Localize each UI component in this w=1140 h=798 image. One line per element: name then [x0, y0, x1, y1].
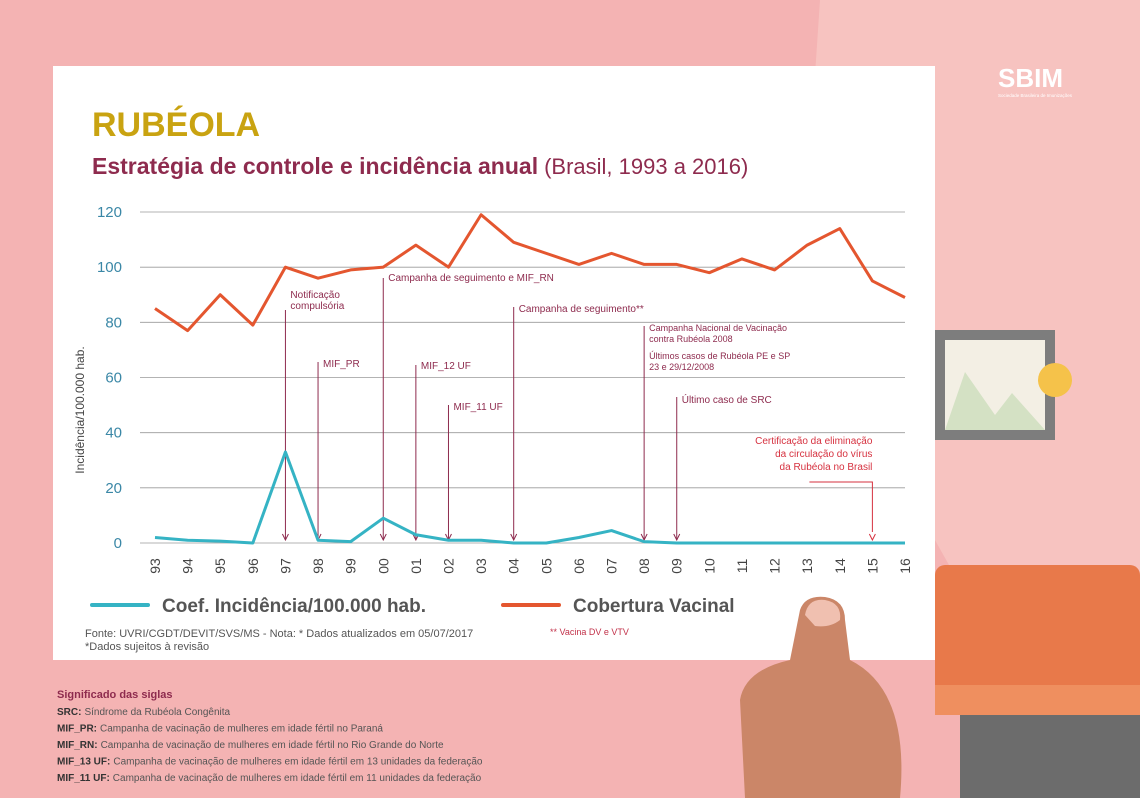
sofa-seat: [935, 685, 1140, 715]
annotation-text: compulsória: [290, 301, 344, 312]
annotation-text: Último caso de SRC: [682, 393, 772, 406]
glossary-item: MIF_11 UF: Campanha de vacinação de mulhe…: [57, 773, 482, 784]
glossary-item: MIF_PR: Campanha de vacinação de mulheres…: [57, 724, 383, 735]
x-tick-label: 02: [440, 558, 456, 574]
glossary-term: MIF_RN:: [57, 740, 98, 751]
sofa: [935, 565, 1140, 695]
picture-hills: [945, 372, 1045, 430]
logo-name: SBIM: [998, 63, 1063, 93]
x-tick-label: 98: [310, 558, 326, 574]
x-tick-label: 09: [669, 558, 685, 574]
annotation-text: 23 e 29/12/2008: [649, 362, 714, 372]
sofa-base: [960, 715, 1140, 798]
glossary-definition: Síndrome da Rubéola Congênita: [84, 707, 230, 718]
footnote: ** Vacina DV e VTV: [550, 627, 629, 637]
glossary-item: MIF_RN: Campanha de vacinação de mulheres…: [57, 740, 444, 751]
annotation-text: contra Rubéola 2008: [649, 334, 733, 344]
glossary: Significado das siglas SRC: Síndrome da R…: [57, 689, 483, 784]
x-tick-label: 99: [343, 558, 359, 574]
glossary-title: Significado das siglas: [57, 689, 173, 701]
y-tick-label: 120: [97, 204, 122, 221]
logo-tagline: Sociedade Brasileira de Imunizações: [998, 93, 1073, 98]
legend-label: Coef. Incidência/100.000 hab.: [162, 596, 426, 617]
annotation-text: da Rubéola no Brasil: [780, 462, 873, 473]
annotation-text: MIF_11 UF: [453, 402, 502, 413]
x-tick-label: 03: [473, 558, 489, 574]
chart: RUBÉOLA Estratégia de controle e incidên…: [73, 106, 913, 653]
chart-title: RUBÉOLA: [92, 106, 260, 144]
annotation-text: Notificação: [290, 290, 340, 301]
source-note: *Dados sujeitos à revisão: [85, 641, 209, 653]
subtitle-main: Estratégia de controle e incidência anua…: [92, 153, 538, 179]
glossary-term: MIF_PR:: [57, 724, 97, 735]
thumbnail: [805, 599, 841, 627]
chart-subtitle: Estratégia de controle e incidência anua…: [92, 153, 748, 179]
y-tick-label: 60: [105, 370, 122, 387]
x-tick-label: 12: [767, 558, 783, 574]
glossary-definition: Campanha de vacinação de mulheres em ida…: [113, 757, 483, 768]
subtitle-note: (Brasil, 1993 a 2016): [544, 154, 748, 179]
legend-label: Cobertura Vacinal: [573, 596, 735, 617]
annotation-text: Campanha de seguimento e MIF_RN: [388, 273, 554, 284]
x-tick-label: 16: [897, 558, 913, 574]
x-tick-label: 00: [375, 558, 391, 574]
x-tick-label: 97: [277, 558, 293, 574]
glossary-item: MIF_13 UF: Campanha de vacinação de mulhe…: [57, 757, 483, 768]
source: Fonte: UVRI/CGDT/DEVIT/SVS/MS - Nota: * …: [85, 628, 473, 640]
x-tick-label: 08: [636, 558, 652, 574]
glossary-term: MIF_11 UF:: [57, 773, 110, 784]
glossary-term: SRC:: [57, 707, 81, 718]
annotation-arrowhead: [640, 533, 648, 542]
annotation-line: [809, 481, 873, 532]
x-tick-label: 04: [506, 558, 522, 574]
hand: [740, 596, 902, 798]
annotation-arrowhead: [510, 533, 518, 542]
x-tick-label: 06: [571, 558, 587, 574]
series-line: [154, 213, 906, 333]
annotation-arrowhead: [281, 533, 289, 542]
x-tick-label: 13: [799, 558, 815, 574]
annotation-text: Campanha de seguimento**: [519, 304, 644, 315]
y-axis-label: Incidência/100.000 hab.: [73, 346, 87, 473]
x-tick-label: 05: [538, 558, 554, 574]
x-tick-label: 95: [212, 558, 228, 574]
y-tick-label: 80: [105, 314, 122, 331]
y-tick-label: 40: [105, 425, 122, 442]
y-tick-label: 100: [97, 259, 122, 276]
annotation-arrowhead: [868, 533, 876, 542]
annotation-arrowhead: [673, 533, 681, 542]
x-tick-label: 01: [408, 558, 424, 574]
x-tick-label: 94: [180, 558, 196, 574]
x-tick-label: 14: [832, 558, 848, 574]
glossary-definition: Campanha de vacinação de mulheres em ida…: [100, 724, 383, 735]
annotation-text: MIF_PR: [323, 359, 360, 370]
annotation-text: MIF_12 UF: [421, 361, 471, 372]
x-tick-label: 15: [864, 558, 880, 574]
annotation-text: Campanha Nacional de Vacinação: [649, 323, 787, 333]
glossary-definition: Campanha de vacinação de mulheres em ida…: [101, 740, 444, 751]
series-line: [154, 450, 905, 545]
picture-sun: [1038, 363, 1072, 397]
annotation-text: Certificação da eliminação: [755, 436, 873, 447]
glossary-term: MIF_13 UF:: [57, 757, 110, 768]
annotation-text: da circulação do vírus: [775, 449, 872, 460]
x-tick-label: 96: [245, 558, 261, 574]
annotation-text: Últimos casos de Rubéola PE e SP: [649, 351, 790, 361]
x-tick-label: 07: [604, 558, 620, 574]
x-tick-label: 10: [701, 558, 717, 574]
annotation-arrowhead: [379, 533, 387, 542]
x-tick-label: 11: [734, 559, 750, 574]
y-tick-label: 20: [105, 480, 122, 497]
x-tick-label: 93: [147, 558, 163, 574]
glossary-item: SRC: Síndrome da Rubéola Congênita: [57, 707, 231, 718]
y-tick-label: 0: [114, 535, 122, 552]
card: [53, 66, 935, 660]
logo: SBIM Sociedade Brasileira de Imunizações: [998, 63, 1073, 98]
glossary-definition: Campanha de vacinação de mulheres em ida…: [113, 773, 482, 784]
